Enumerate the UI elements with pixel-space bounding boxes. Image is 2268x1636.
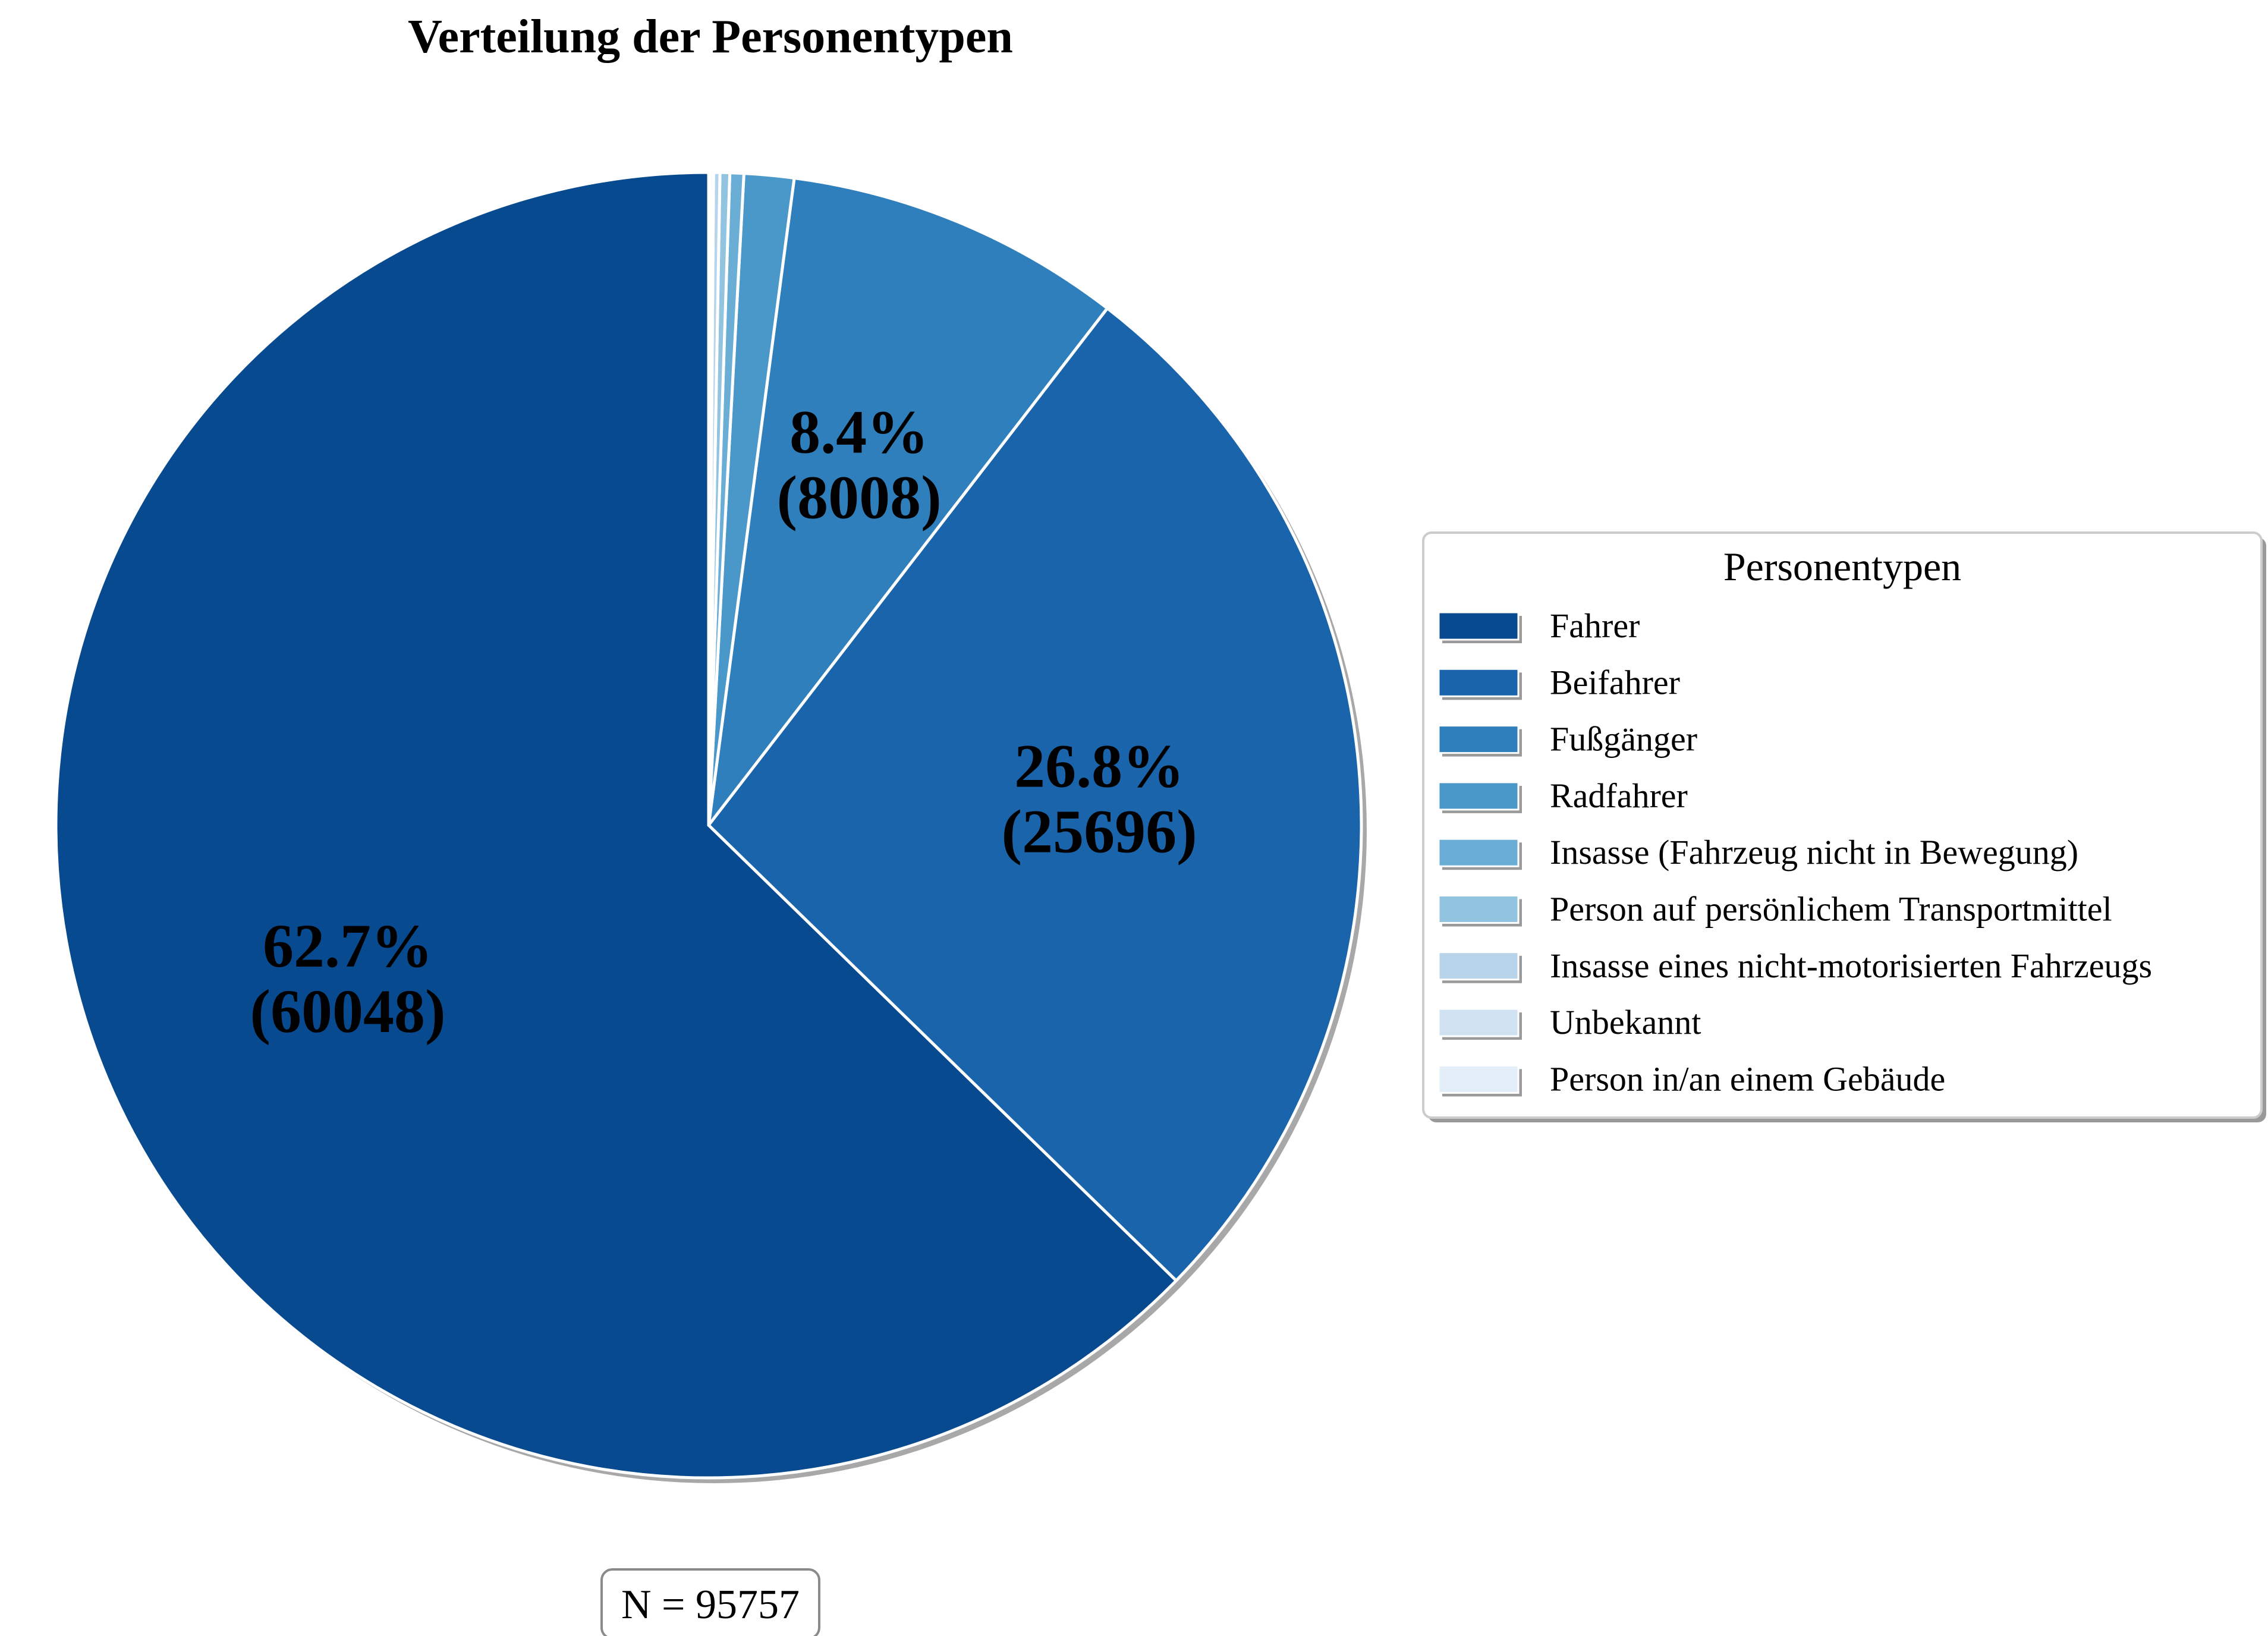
slice-value-label: (8008)	[776, 464, 941, 532]
legend-title: Personentypen	[1723, 544, 1961, 589]
chart-title: Verteilung der Personentypen	[408, 11, 1013, 63]
total-count-frame	[600, 1568, 820, 1636]
pie-slice	[54, 171, 1178, 1480]
slice-percent-label: 8.4%	[789, 398, 929, 467]
pie-group	[54, 171, 1367, 1483]
pie-slice	[707, 171, 712, 827]
slice-percent-label: 26.8%	[1014, 732, 1184, 800]
total-count-label: N = 95757	[621, 1582, 800, 1628]
legend-label: Insasse eines nicht-motorisierten Fahrze…	[1550, 946, 2152, 985]
legend-label: Fußgänger	[1550, 720, 1697, 759]
slice-percent-label: 62.7%	[263, 912, 433, 980]
legend-swatch	[1437, 1008, 1520, 1037]
legend-swatch	[1437, 781, 1520, 811]
legend-swatch	[1437, 1064, 1520, 1094]
slice-labels: 62.7%(60048) 26.8%(25696) 8.4%(8008)	[250, 398, 1197, 1046]
legend-label: Person auf persönlichem Transportmittel	[1550, 890, 2112, 929]
total-count-box: N = 95757	[600, 1568, 820, 1636]
legend-swatch	[1437, 668, 1520, 697]
pie-slice	[707, 176, 1109, 827]
legend-box	[1422, 531, 2263, 1119]
legend-swatch	[1437, 838, 1520, 867]
legend: Personentypen Fahrer Beifahrer Fußgänger Ra…	[1422, 531, 2266, 1122]
legend-swatch	[1437, 951, 1520, 981]
legend-label: Radfahrer	[1550, 776, 1688, 815]
legend-label: Fahrer	[1550, 606, 1640, 645]
legend-swatch	[1437, 725, 1520, 754]
legend-label: Insasse (Fahrzeug nicht in Bewegung)	[1550, 833, 2078, 872]
legend-swatch	[1437, 895, 1520, 924]
slice-value-label: (25696)	[1002, 797, 1197, 866]
pie-slice	[707, 307, 1363, 1282]
slice-value-label: (60048)	[250, 977, 445, 1046]
legend-label: Beifahrer	[1550, 663, 1680, 701]
legend-swatch	[1437, 611, 1520, 641]
legend-label: Unbekannt	[1550, 1003, 1701, 1042]
legend-label: Person in/an einem Gebäude	[1550, 1059, 1945, 1098]
legend-items: Fahrer Beifahrer Fußgänger Radfahrer Insasse…	[1437, 606, 2152, 1098]
